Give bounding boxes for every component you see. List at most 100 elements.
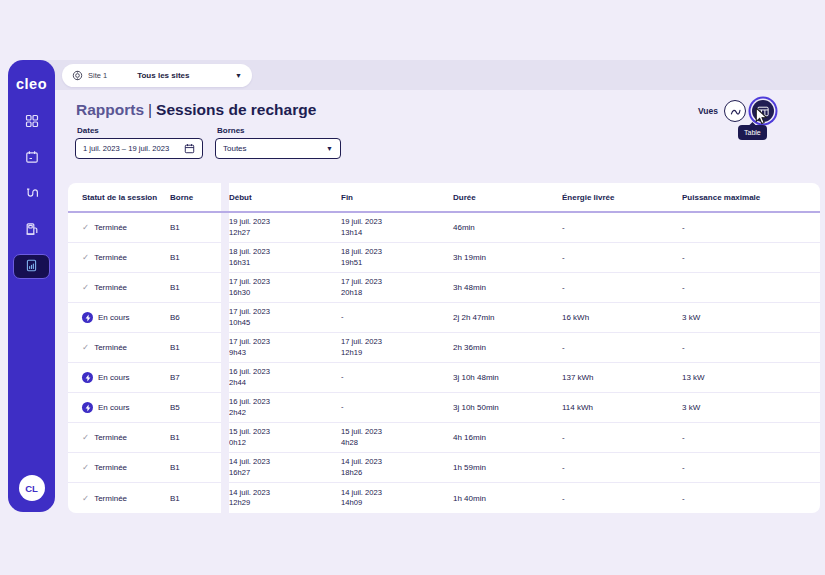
- session-debut: 14 juil. 202312h29: [229, 488, 341, 509]
- date-filter: Dates 1 juil. 2023 – 19 juil. 2023: [75, 126, 203, 159]
- session-energie: 137 kWh: [562, 373, 682, 382]
- dashboard-icon: [25, 114, 39, 132]
- chart-view-button[interactable]: [724, 100, 746, 122]
- breadcrumb[interactable]: Rapports: [76, 101, 144, 118]
- chevron-down-icon: ▼: [326, 145, 333, 152]
- session-duree: 3j 10h 50min: [453, 403, 562, 412]
- sessions-table: Statut de la session Borne Début Fin Dur…: [68, 183, 820, 513]
- session-status: ✓ Terminée: [82, 494, 170, 503]
- session-debut: 15 juil. 20230h12: [229, 427, 341, 448]
- table-row[interactable]: ✓ Terminée B1 14 juil. 202312h29 14 juil…: [68, 483, 820, 513]
- session-status: En cours: [82, 312, 170, 323]
- sidebar: cleo: [8, 60, 55, 512]
- session-energie: -: [562, 494, 682, 503]
- charging-bolt-icon: [82, 312, 93, 323]
- page-title-current: Sessions de recharge: [156, 101, 316, 118]
- session-borne: B6: [170, 313, 221, 322]
- app-logo[interactable]: cleo: [16, 76, 47, 92]
- session-energie: -: [562, 463, 682, 472]
- table-row[interactable]: En cours B6 17 juil. 202310h45 - 2j 2h 4…: [68, 303, 820, 333]
- views-label: Vues: [698, 106, 718, 116]
- session-duree: 4h 16min: [453, 433, 562, 442]
- session-energie: -: [562, 433, 682, 442]
- site-label: Site 1: [88, 71, 107, 80]
- session-fin: 15 juil. 20234h28: [341, 427, 453, 448]
- session-puissance: -: [682, 283, 812, 292]
- reports-icon: [25, 258, 38, 276]
- session-duree: 3h 48min: [453, 283, 562, 292]
- session-status: ✓ Terminée: [82, 253, 170, 262]
- session-fin: 19 juil. 202313h14: [341, 217, 453, 238]
- table-row[interactable]: En cours B5 16 juil. 20232h42 - 3j 10h 5…: [68, 393, 820, 423]
- sidebar-item-dashboard[interactable]: [13, 110, 50, 135]
- table-row[interactable]: En cours B7 16 juil. 20232h44 - 3j 10h 4…: [68, 363, 820, 393]
- user-avatar[interactable]: CL: [19, 475, 45, 501]
- table-row[interactable]: ✓ Terminée B1 18 juil. 202316h31 18 juil…: [68, 243, 820, 273]
- filters: Dates 1 juil. 2023 – 19 juil. 2023 Borne…: [75, 126, 341, 159]
- bornes-select[interactable]: Toutes ▼: [215, 138, 341, 159]
- table-row[interactable]: ✓ Terminée B1 14 juil. 202316h27 14 juil…: [68, 453, 820, 483]
- table-row[interactable]: ✓ Terminée B1 17 juil. 202316h30 17 juil…: [68, 273, 820, 303]
- table-header: Statut de la session Borne Début Fin Dur…: [68, 183, 820, 211]
- app-canvas: { "app": { "logo_text": "cleo", "avatar_…: [0, 0, 825, 575]
- session-duree: 2j 2h 47min: [453, 313, 562, 322]
- calendar-icon: [25, 150, 39, 168]
- sidebar-item-reports[interactable]: [13, 254, 50, 279]
- bornes-label: Bornes: [217, 126, 341, 135]
- sidebar-item-calendar[interactable]: [13, 146, 50, 171]
- site-selected-value: Tous les sites: [137, 71, 189, 80]
- date-range-value: 1 juil. 2023 – 19 juil. 2023: [83, 144, 169, 153]
- session-fin: 17 juil. 202312h19: [341, 337, 453, 358]
- session-borne: B1: [170, 433, 221, 442]
- session-fin: 18 juil. 202319h51: [341, 247, 453, 268]
- session-status: En cours: [82, 402, 170, 413]
- session-status: ✓ Terminée: [82, 343, 170, 352]
- session-puissance: 13 kW: [682, 373, 812, 382]
- session-puissance: -: [682, 223, 812, 232]
- session-duree: 2h 36min: [453, 343, 562, 352]
- session-energie: -: [562, 343, 682, 352]
- session-debut: 18 juil. 202316h31: [229, 247, 341, 268]
- bornes-filter: Bornes Toutes ▼: [215, 126, 341, 159]
- table-row[interactable]: ✓ Terminée B1 15 juil. 20230h12 15 juil.…: [68, 423, 820, 453]
- check-icon: ✓: [82, 494, 89, 503]
- breadcrumb-separator: |: [144, 101, 156, 118]
- session-debut: 14 juil. 202316h27: [229, 457, 341, 478]
- sidebar-item-sessions[interactable]: [13, 182, 50, 207]
- session-borne: B1: [170, 253, 221, 262]
- charging-bolt-icon: [82, 402, 93, 413]
- session-status: ✓ Terminée: [82, 223, 170, 232]
- column-header-borne: Borne: [170, 193, 221, 202]
- session-debut: 16 juil. 20232h42: [229, 397, 341, 418]
- table-row[interactable]: ✓ Terminée B1 17 juil. 20239h43 17 juil.…: [68, 333, 820, 363]
- session-energie: -: [562, 223, 682, 232]
- check-icon: ✓: [82, 223, 89, 232]
- check-icon: ✓: [82, 433, 89, 442]
- session-borne: B5: [170, 403, 221, 412]
- session-fin: -: [341, 312, 453, 323]
- session-borne: B1: [170, 463, 221, 472]
- session-debut: 17 juil. 202316h30: [229, 277, 341, 298]
- session-borne: B1: [170, 283, 221, 292]
- column-header-energie: Énergie livrée: [562, 193, 682, 202]
- session-borne: B1: [170, 223, 221, 232]
- session-fin: -: [341, 372, 453, 383]
- bornes-value: Toutes: [223, 144, 247, 153]
- session-status: ✓ Terminée: [82, 433, 170, 442]
- sidebar-item-stations[interactable]: [13, 218, 50, 243]
- session-puissance: -: [682, 343, 812, 352]
- session-puissance: -: [682, 463, 812, 472]
- session-debut: 16 juil. 20232h44: [229, 367, 341, 388]
- site-selector[interactable]: Site 1 Tous les sites ▼: [62, 64, 252, 87]
- session-energie: 16 kWh: [562, 313, 682, 322]
- sidebar-nav: [13, 110, 50, 279]
- check-icon: ✓: [82, 253, 89, 262]
- charging-bolt-icon: [82, 372, 93, 383]
- page-title: Rapports|Sessions de recharge: [76, 101, 316, 119]
- date-range-input[interactable]: 1 juil. 2023 – 19 juil. 2023: [75, 138, 203, 159]
- table-body: ✓ Terminée B1 19 juil. 202312h27 19 juil…: [68, 213, 820, 513]
- column-header-statut: Statut de la session: [82, 193, 170, 202]
- session-duree: 1h 40min: [453, 494, 562, 503]
- session-status: En cours: [82, 372, 170, 383]
- table-row[interactable]: ✓ Terminée B1 19 juil. 202312h27 19 juil…: [68, 213, 820, 243]
